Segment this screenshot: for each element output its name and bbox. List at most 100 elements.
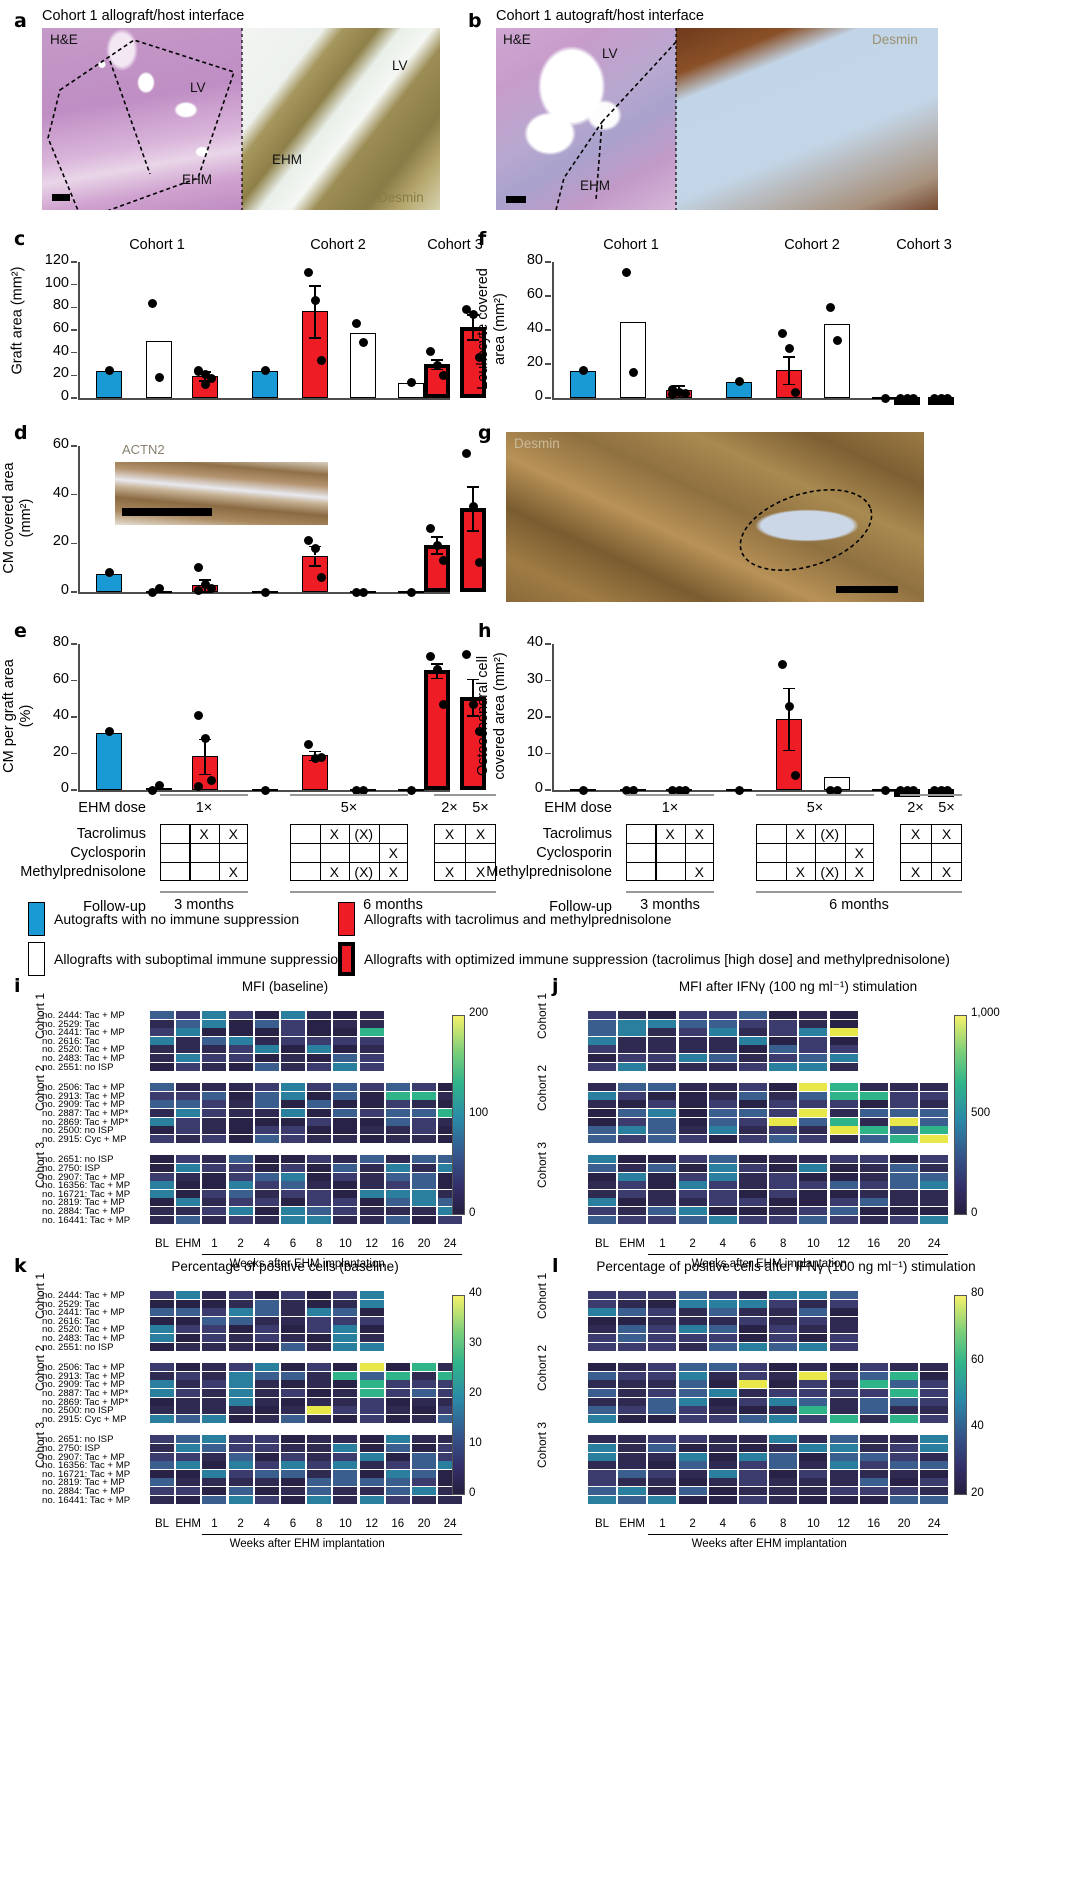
y-tick-label: 20 (52, 365, 69, 382)
heatmap-x-label: EHM (619, 1518, 645, 1531)
treatment-cell-mark: (X) (354, 826, 374, 842)
colorbar-tick-label: 100 (469, 1107, 489, 1119)
heatmap-cell (799, 1469, 828, 1478)
heatmap-cell (859, 1091, 888, 1100)
heatmap-cell (438, 1414, 463, 1423)
panel-letter-h: h (478, 620, 492, 642)
heatmap-row-label: no. 16356: Tac + MP (42, 1180, 131, 1192)
heatmap-cell (920, 1100, 949, 1109)
heatmap-cohort-label-3: Cohort 3 (535, 1141, 549, 1188)
heatmap-cell (739, 1028, 767, 1037)
heatmap-cell (618, 1011, 647, 1019)
heatmap-row-label: no. 2483: Tac + MP (42, 1333, 125, 1344)
error-bar-dn-8 (472, 326, 474, 340)
heatmap-cell (281, 1215, 305, 1224)
heatmap-cell (799, 1342, 828, 1351)
heatmap-cell (588, 1406, 616, 1415)
heatmap-cell (307, 1469, 332, 1478)
dose-group-line-0 (626, 794, 714, 796)
data-point (154, 780, 164, 790)
heatmap-cell (202, 1011, 227, 1019)
heatmap-row-label: no. 2441: Tac + MP (42, 1027, 125, 1039)
heatmap-cell (618, 1198, 647, 1207)
legend-label-3: Allografts with optimized immune suppres… (364, 951, 950, 967)
heatmap-cell (150, 1011, 174, 1019)
heatmap-cell (254, 1109, 279, 1117)
heatmap-cell (829, 1062, 858, 1071)
heatmap-cell (618, 1334, 647, 1342)
heatmap-cell (588, 1164, 616, 1172)
heatmap-cell (438, 1189, 463, 1198)
y-tick (71, 261, 77, 263)
heatmap-cell (678, 1207, 707, 1215)
heatmap-cell (281, 1308, 305, 1317)
heatmap-cell (412, 1181, 436, 1190)
heatmap-cell (228, 1299, 253, 1308)
heatmap-cell (281, 1045, 305, 1054)
heatmap-weeks-underline (202, 1254, 463, 1256)
cohort-title-1: Cohort 1 (603, 237, 659, 253)
heatmap-cell (412, 1207, 436, 1215)
heatmap-x-label: 20 (417, 1518, 431, 1531)
heatmap-cell (438, 1198, 463, 1207)
heatmap-cell (859, 1461, 888, 1470)
heatmap-cell (359, 1308, 384, 1317)
heatmap-cell (829, 1011, 858, 1019)
error-cap-dn-4 (783, 749, 795, 752)
error-cap-up-4 (309, 750, 321, 753)
heatmap-x-label: 12 (837, 1238, 850, 1251)
error-cap-dn-4 (309, 337, 321, 339)
heatmap-cell (359, 1215, 384, 1224)
heatmap-cell (920, 1487, 949, 1495)
error-bar-dn-4 (788, 718, 790, 750)
heatmap-cell (438, 1406, 463, 1415)
heatmap-cell (799, 1389, 828, 1397)
heatmap-cell (254, 1062, 279, 1071)
heatmap-cell (890, 1469, 918, 1478)
heatmap-cell (176, 1469, 201, 1478)
heatmap-cell (708, 1414, 737, 1423)
heatmap-cell (176, 1062, 201, 1071)
heatmap-cell (385, 1444, 410, 1452)
heatmap-cell (859, 1189, 888, 1198)
y-tick-label: 80 (526, 252, 543, 268)
heatmap-cell (176, 1172, 201, 1181)
heatmap-cell (799, 1091, 828, 1100)
heatmap-x-label: 12 (837, 1518, 850, 1531)
heatmap-cell (648, 1389, 677, 1397)
heatmap-cell (618, 1164, 647, 1172)
heatmap-cell (281, 1198, 305, 1207)
heatmap-cell (202, 1316, 227, 1325)
heatmap-cell (254, 1155, 279, 1164)
heatmap-cell (254, 1308, 279, 1317)
heatmap-cell (648, 1444, 677, 1452)
heatmap-cell (254, 1117, 279, 1126)
heatmap-cell (920, 1215, 949, 1224)
y-axis-title: CM covered area (mm²) (1, 462, 34, 574)
heatmap-x-label: 12 (365, 1518, 378, 1531)
heatmap-cell (920, 1109, 949, 1117)
heatmap-cell (254, 1172, 279, 1181)
heatmap-cell (588, 1389, 616, 1397)
heatmap-cell (739, 1062, 767, 1071)
heatmap-cell (648, 1487, 677, 1495)
heatmap-cell (799, 1215, 828, 1224)
heatmap-row-label: no. 2529: Tac (42, 1018, 100, 1030)
heatmap-cell (281, 1325, 305, 1334)
heatmap-cell (254, 1435, 279, 1444)
heatmap-cell (385, 1172, 410, 1181)
heatmap-cell (202, 1215, 227, 1224)
heatmap-cell (176, 1126, 201, 1135)
heatmap-cell (281, 1011, 305, 1019)
heatmap-cell (307, 1028, 332, 1037)
heatmap-cell (359, 1198, 384, 1207)
heatmap-cell (333, 1215, 358, 1224)
heatmap-cell (150, 1363, 174, 1372)
heatmap-cell (333, 1109, 358, 1117)
error-cap-dn-8 (467, 529, 479, 532)
error-cap-up-7 (431, 359, 443, 362)
data-point (791, 770, 801, 780)
heatmap-cell (799, 1452, 828, 1461)
heatmap-cell (359, 1164, 384, 1172)
heatmap-cell (859, 1478, 888, 1487)
